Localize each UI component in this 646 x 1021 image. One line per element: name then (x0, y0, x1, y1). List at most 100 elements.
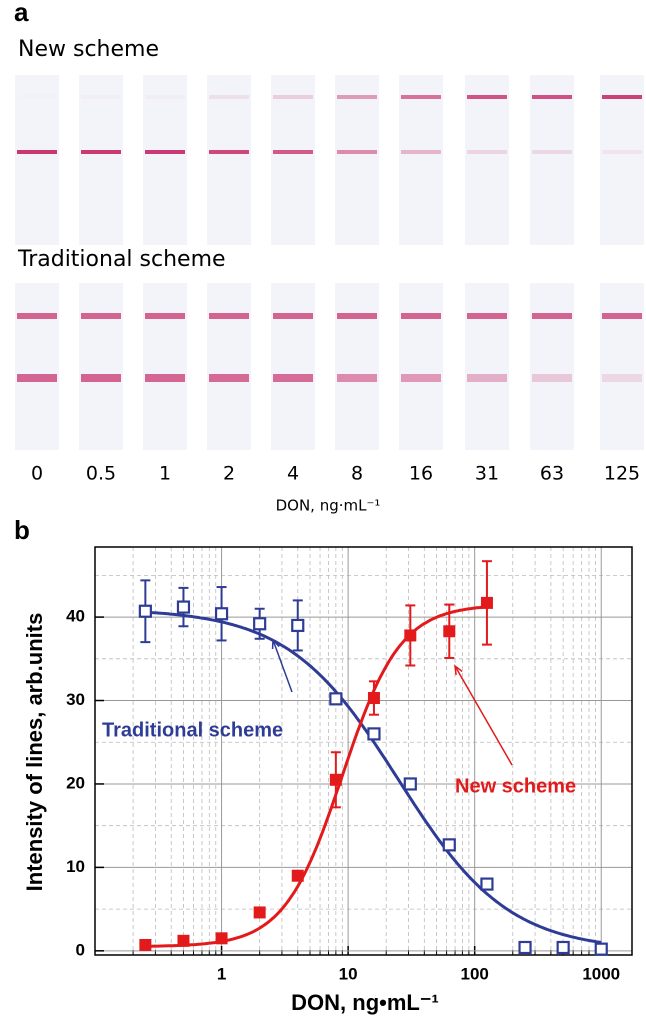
data-point (254, 618, 265, 629)
test-band (145, 150, 185, 154)
strip-concentration-label: 0.5 (86, 463, 116, 485)
data-point (330, 693, 341, 704)
control-band (532, 95, 572, 99)
control-band (467, 313, 507, 319)
test-band (532, 150, 572, 154)
data-point (368, 693, 379, 704)
data-point (444, 626, 455, 637)
test-band (467, 150, 507, 154)
control-band (81, 95, 121, 99)
data-point (330, 774, 341, 785)
control-band (401, 95, 441, 99)
test-band (17, 150, 57, 154)
test-strip (399, 283, 443, 450)
test-band (273, 374, 313, 382)
control-band (532, 313, 572, 319)
y-tick-label: 20 (66, 773, 85, 792)
test-band (209, 374, 249, 382)
series-annotation: New scheme (455, 775, 576, 797)
strip-concentration-label: 1 (159, 463, 171, 485)
control-band (273, 95, 313, 99)
data-point (178, 602, 189, 613)
test-strip (143, 283, 187, 450)
data-point (178, 935, 189, 946)
test-strip (207, 75, 251, 245)
test-strip (15, 283, 59, 450)
test-strip (271, 75, 315, 245)
data-point (520, 942, 531, 953)
x-tick-label: 100 (460, 964, 488, 983)
test-band (81, 374, 121, 382)
strip-concentration-label: 2 (223, 463, 235, 485)
control-band (17, 313, 57, 319)
data-point (292, 620, 303, 631)
test-strip (335, 75, 379, 245)
control-band (209, 313, 249, 319)
x-tick-label: 1 (217, 964, 226, 983)
control-band (273, 313, 313, 319)
data-point (481, 879, 492, 890)
strip-concentration-label: 4 (287, 463, 299, 485)
panel-label: b (14, 515, 30, 545)
data-point (596, 944, 607, 955)
test-band (337, 150, 377, 154)
test-band (467, 374, 507, 382)
data-point (444, 839, 455, 850)
strip-concentration-label: 8 (351, 463, 363, 485)
test-band (337, 374, 377, 382)
test-band (273, 150, 313, 154)
test-band (17, 374, 57, 382)
test-band (401, 150, 441, 154)
test-strip (207, 283, 251, 450)
test-strip (600, 75, 644, 245)
control-band (81, 313, 121, 319)
test-strip (271, 283, 315, 450)
data-point (405, 630, 416, 641)
panel-label: a (14, 0, 29, 27)
test-strip (15, 75, 59, 245)
test-strip (465, 283, 509, 450)
test-strip (335, 283, 379, 450)
control-band (209, 95, 249, 99)
test-band (209, 150, 249, 154)
annotation-arrow (455, 666, 512, 765)
strip-concentration-label: 125 (604, 463, 640, 485)
control-band (337, 95, 377, 99)
test-strip (465, 75, 509, 245)
strip-concentration-label: 0 (31, 463, 43, 485)
test-band (532, 374, 572, 382)
control-band (337, 313, 377, 319)
series-annotation: Traditional scheme (102, 719, 283, 741)
fit-curve (145, 607, 487, 946)
y-tick-label: 40 (66, 607, 85, 626)
data-point (292, 870, 303, 881)
control-band (401, 313, 441, 319)
data-point (558, 942, 569, 953)
strip-axis-label: DON, ng·mL⁻¹ (276, 497, 381, 515)
data-point (254, 907, 265, 918)
control-band (145, 95, 185, 99)
data-point (140, 939, 151, 950)
strip-concentration-label: 31 (475, 463, 499, 485)
control-band (17, 95, 57, 99)
control-band (145, 313, 185, 319)
control-band (467, 95, 507, 99)
plot-frame (95, 547, 632, 955)
test-band (602, 374, 642, 382)
strip-concentration-label: 63 (540, 463, 564, 485)
test-strip (143, 75, 187, 245)
test-strip (530, 75, 574, 245)
figure: a New scheme Traditional scheme DON, ng·… (0, 0, 646, 1021)
data-point (216, 933, 227, 944)
test-strip (600, 283, 644, 450)
strip-row-title: New scheme (18, 37, 159, 62)
strip-concentration-label: 16 (409, 463, 433, 485)
y-axis-title: Intensity of lines, arb.units (22, 613, 47, 892)
data-point (481, 597, 492, 608)
y-tick-label: 0 (76, 940, 85, 959)
test-band (81, 150, 121, 154)
test-strip (530, 283, 574, 450)
test-band (401, 374, 441, 382)
test-band (602, 150, 642, 154)
y-tick-label: 30 (66, 690, 85, 709)
